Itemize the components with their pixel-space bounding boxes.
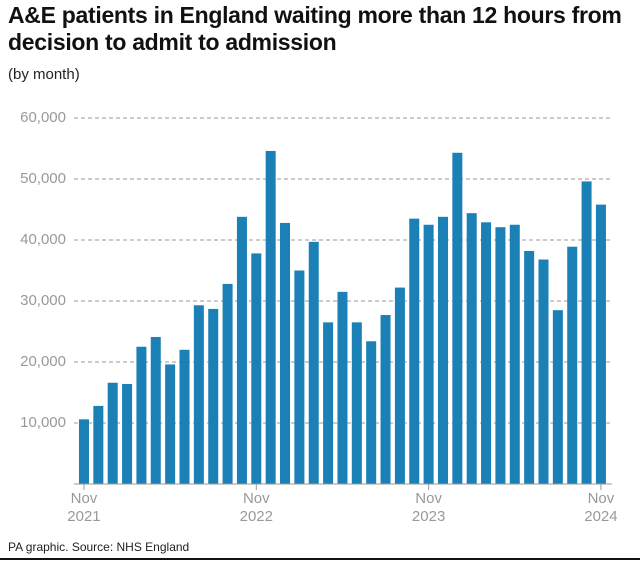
bar (524, 250, 535, 484)
bar (423, 224, 434, 484)
y-tick-label: 50,000 (20, 170, 66, 187)
bar (78, 419, 89, 484)
bar (394, 287, 405, 484)
bar (93, 405, 104, 484)
bar (280, 222, 291, 485)
bar (366, 341, 377, 484)
chart-title: A&E patients in England waiting more tha… (8, 2, 622, 55)
bar (323, 322, 334, 484)
y-tick-label: 60,000 (20, 109, 66, 126)
bar (265, 150, 276, 484)
bar (222, 283, 233, 484)
x-tick-label: Nov 2023 (411, 490, 446, 525)
bar (294, 270, 305, 484)
source-note: PA graphic. Source: NHS England (8, 540, 190, 554)
y-tick-label: 20,000 (20, 353, 66, 370)
bar (136, 346, 147, 484)
bar (481, 222, 492, 484)
bar (308, 241, 319, 484)
y-tick-label: 40,000 (20, 231, 66, 248)
chart: 10,000 20,000 30,000 40,000 50,000 60,000 (20, 109, 612, 490)
bar (251, 253, 262, 484)
bottom-rule (0, 558, 640, 560)
bar (150, 336, 161, 484)
y-tick-label: 10,000 (20, 414, 66, 431)
bar (380, 315, 391, 484)
bar (179, 349, 190, 484)
bar (122, 383, 133, 484)
bar (236, 216, 247, 484)
bar (567, 246, 578, 484)
bar (552, 310, 563, 484)
bar (193, 305, 204, 484)
bar (581, 181, 592, 484)
bar (107, 382, 118, 484)
bar (337, 291, 348, 484)
bar (351, 322, 362, 484)
bar (409, 218, 420, 484)
bar (538, 259, 549, 484)
bar (452, 152, 463, 484)
bar (437, 216, 448, 484)
y-tick-label: 30,000 (20, 292, 66, 309)
x-tick-label: Nov 2022 (239, 490, 273, 525)
bar (208, 308, 219, 484)
bar (165, 364, 176, 484)
x-tick-label: Nov 2024 (584, 490, 618, 525)
chart-subtitle: (by month) (8, 66, 80, 83)
bar (466, 213, 477, 484)
bar (495, 227, 506, 484)
bar (509, 224, 520, 484)
x-tick-label: Nov 2021 (67, 490, 101, 525)
bar (595, 204, 606, 484)
